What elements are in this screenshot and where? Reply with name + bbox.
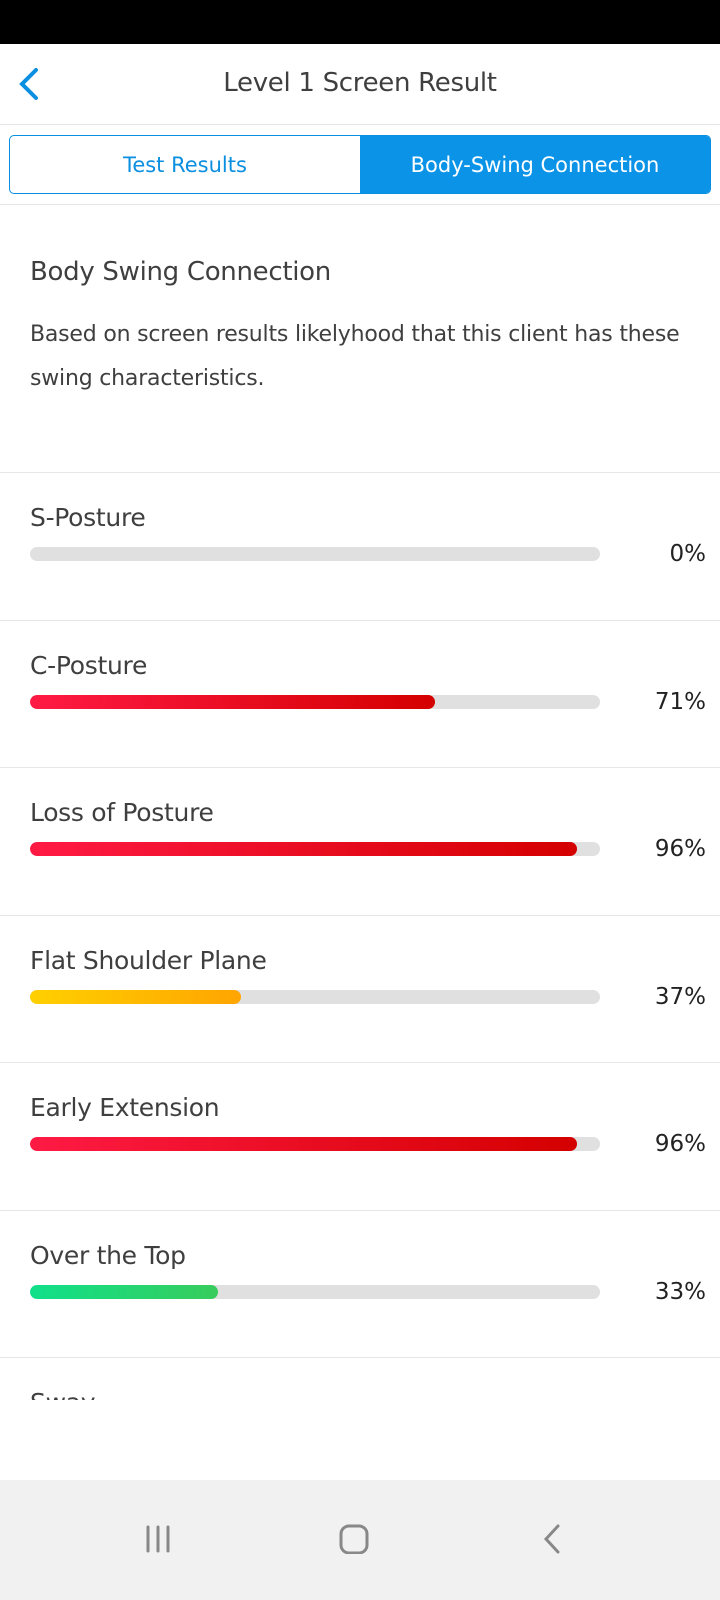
chevron-left-icon[interactable] bbox=[14, 64, 48, 104]
progress-bar bbox=[30, 694, 600, 709]
item-label: Loss of Posture bbox=[30, 798, 214, 827]
list-item: Loss of Posture 96% bbox=[0, 768, 720, 916]
item-percent: 71% bbox=[654, 688, 706, 715]
progress-fill bbox=[30, 842, 578, 856]
item-label: Sway bbox=[30, 1388, 96, 1400]
characteristics-list[interactable]: S-Posture 0% C-Posture 71% Loss of Posture 96… bbox=[0, 473, 720, 1400]
item-label: Early Extension bbox=[30, 1093, 220, 1122]
tab-body-swing-connection[interactable]: Body-Swing Connection bbox=[360, 136, 710, 193]
item-label: S-Posture bbox=[30, 503, 146, 532]
list-item: S-Posture 0% bbox=[0, 473, 720, 621]
item-percent: 96% bbox=[654, 1131, 706, 1157]
item-label: Flat Shoulder Plane bbox=[30, 945, 267, 975]
progress-fill bbox=[30, 989, 241, 1004]
progress-bar bbox=[30, 547, 600, 561]
progress-fill bbox=[30, 1284, 219, 1299]
progress-bar bbox=[30, 1137, 600, 1151]
back-icon[interactable] bbox=[541, 1524, 563, 1558]
progress-bar bbox=[30, 1284, 600, 1299]
item-label: C-Posture bbox=[30, 650, 148, 680]
section-title: Body Swing Connection bbox=[30, 257, 331, 287]
page-title: Level 1 Screen Result bbox=[223, 68, 497, 98]
item-percent: 33% bbox=[654, 1278, 706, 1305]
list-item: Flat Shoulder Plane 37% bbox=[0, 916, 720, 1063]
home-icon[interactable] bbox=[339, 1524, 369, 1558]
item-percent: 37% bbox=[654, 983, 706, 1010]
item-percent: 96% bbox=[654, 836, 706, 862]
progress-fill bbox=[30, 694, 435, 709]
progress-bar bbox=[30, 989, 600, 1004]
list-item: Over the Top 33% bbox=[0, 1211, 720, 1358]
tab-test-results[interactable]: Test Results bbox=[123, 152, 247, 177]
system-nav-bar bbox=[0, 1480, 720, 1600]
intro-section: Body Swing Connection Based on screen re… bbox=[0, 205, 720, 473]
list-item: Early Extension 96% bbox=[0, 1063, 720, 1211]
segmented-tabs: Test Results Body-Swing Connection bbox=[9, 135, 711, 194]
status-bar bbox=[0, 0, 720, 44]
app-header: Level 1 Screen Result bbox=[0, 44, 720, 125]
progress-bar bbox=[30, 842, 600, 856]
item-label: Over the Top bbox=[30, 1240, 186, 1270]
recent-apps-icon[interactable] bbox=[145, 1524, 171, 1558]
list-item: C-Posture 71% bbox=[0, 621, 720, 768]
section-description: Based on screen results likelyhood that … bbox=[30, 322, 680, 391]
item-percent: 0% bbox=[669, 541, 707, 567]
list-item: Sway bbox=[0, 1358, 720, 1400]
progress-fill bbox=[30, 1137, 578, 1151]
